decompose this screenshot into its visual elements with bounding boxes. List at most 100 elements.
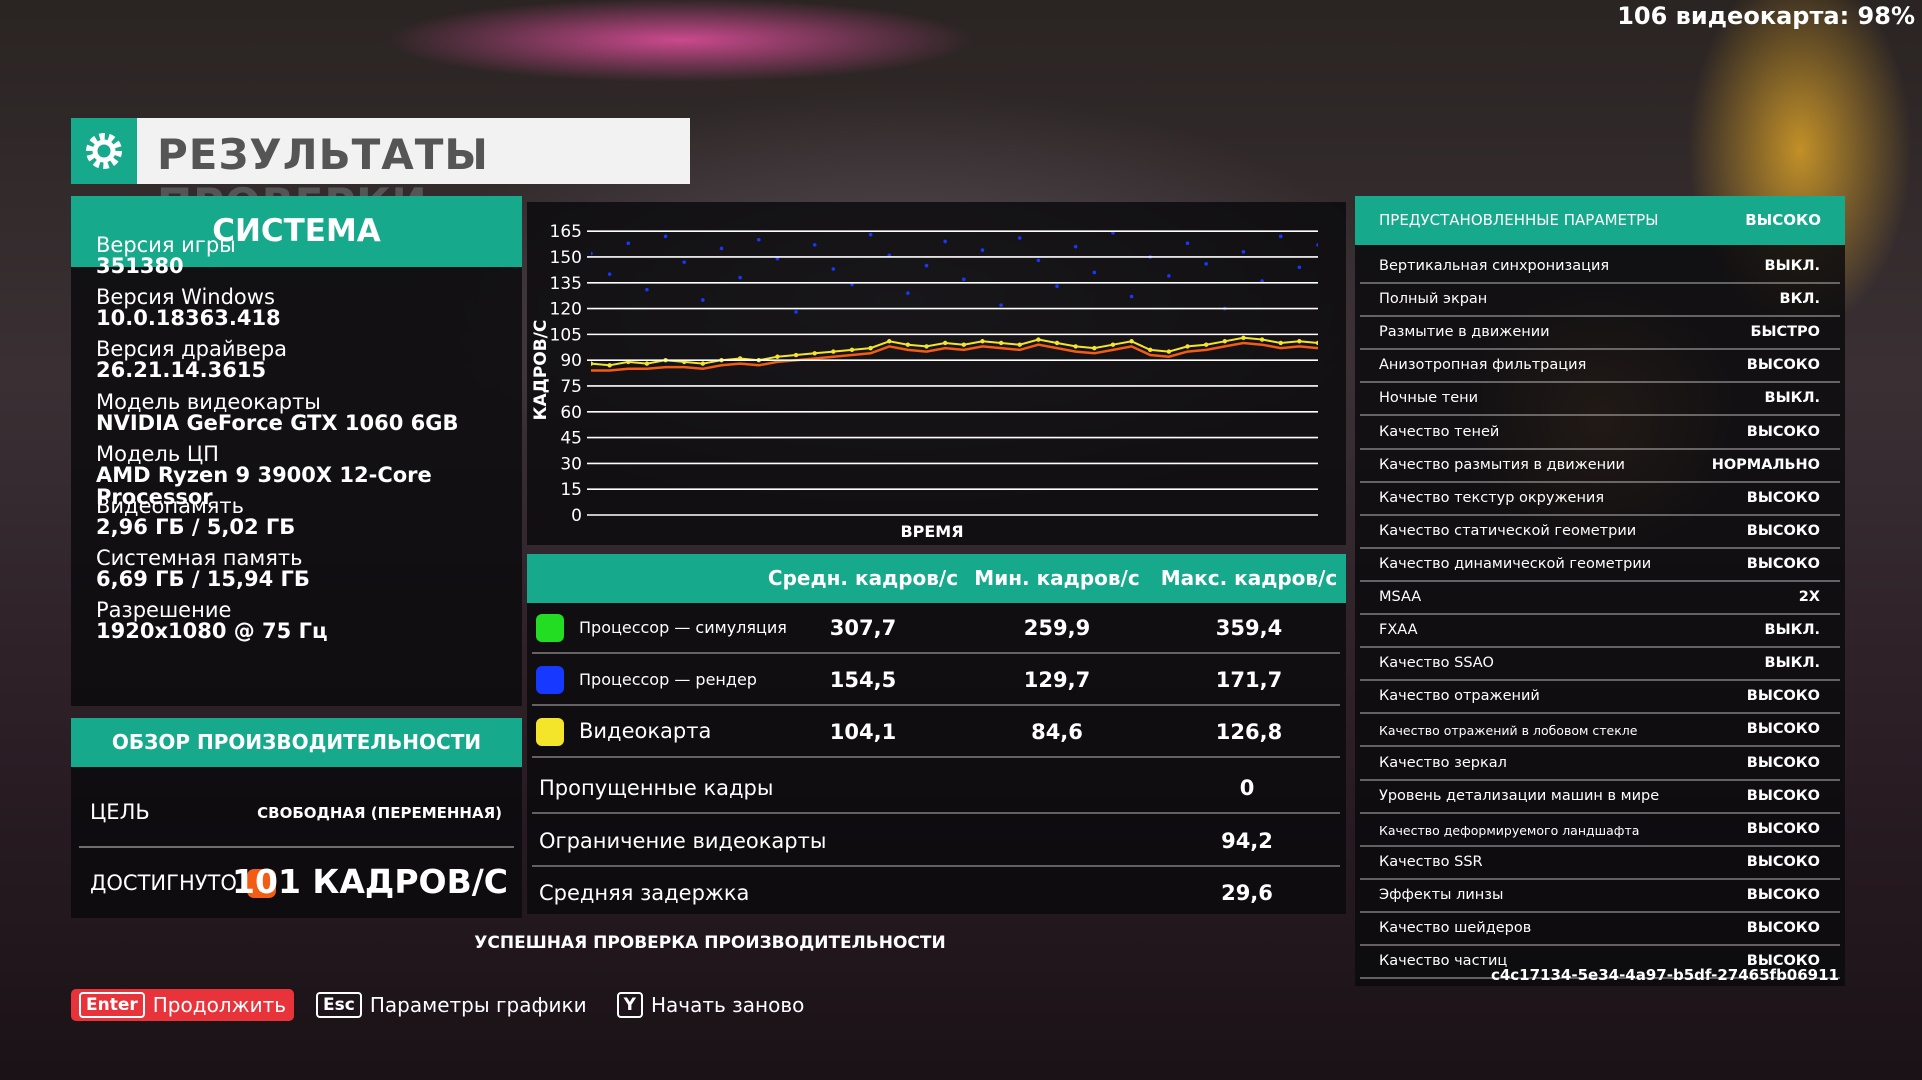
setting-value: ВЫСОКО: [1746, 357, 1820, 374]
setting-row: Качество отражений ВЫСОКО: [1360, 681, 1840, 715]
system-value: AMD Ryzen 9 3900X 12-Core Processor: [96, 462, 432, 509]
button[interactable]: Enter Продолжить: [71, 989, 295, 1021]
setting-row: Качество статической геометрии ВЫСОКО: [1360, 516, 1840, 549]
button-label: Продолжить: [152, 993, 287, 1017]
chart-panel: [527, 202, 1346, 545]
point: [682, 260, 687, 264]
setting-row: MSAA 2X: [1360, 582, 1840, 615]
setting-row: Качество шейдеров ВЫСОКО: [1360, 913, 1840, 946]
system-value: NVIDIA GeForce GTX 1060 6GB: [96, 410, 459, 435]
y-tick-label: 120: [550, 300, 582, 320]
point: [756, 237, 761, 242]
y-tick-label: 165: [550, 222, 582, 242]
system-label: Модель ЦП: [96, 441, 219, 466]
stats-panel: [527, 554, 1346, 914]
series-line: [591, 0, 1318, 6]
point: [1315, 340, 1318, 346]
point: [1166, 349, 1172, 354]
system-label: Разрешение: [96, 598, 232, 623]
point: [644, 361, 650, 366]
y-tick-label: 15: [560, 480, 582, 500]
x-axis-label: ВРЕМЯ: [900, 522, 963, 541]
setting-row: Качество SSAO ВЫКЛ.: [1360, 648, 1840, 682]
row-divider: [532, 704, 1340, 706]
preset-value: ВЫСОКО: [1745, 211, 1821, 229]
button-key: Y: [616, 992, 643, 1018]
point: [626, 241, 631, 246]
series-name: Процессор — симуляция: [579, 618, 787, 637]
setting-label: MSAA: [1379, 589, 1422, 605]
setting-label: Уровень детализации машин в мире: [1379, 787, 1660, 804]
extra-value: 0: [1239, 776, 1255, 800]
row-divider: [532, 812, 1340, 814]
setting-value: ВЫКЛ.: [1764, 622, 1820, 639]
settings-header: ПРЕДУСТАНОВЛЕННЫЕ ПАРАМЕТРЫ ВЫСОКО: [1355, 196, 1845, 245]
system-title: СИСТЕМА: [71, 196, 522, 267]
point: [868, 345, 873, 351]
overview-panel: ОБЗОР ПРОИЗВОДИТЕЛЬНОСТИ ЦЕЛЬ СВОБОДНАЯ …: [71, 718, 522, 918]
y-tick-label: 75: [560, 377, 582, 397]
button-key: Enter: [79, 992, 145, 1018]
setting-value: ВЫСОКО: [1746, 953, 1820, 970]
system-label: Версия Windows: [96, 285, 275, 310]
point: [719, 246, 724, 251]
point: [849, 347, 855, 353]
point: [1185, 344, 1190, 349]
setting-value: ВЫСОКО: [1746, 920, 1820, 936]
achieved-value: 101 КАДРОВ/С: [232, 862, 508, 901]
stat-value: 129,7: [1023, 668, 1091, 692]
setting-label: Качество текстур окружения: [1379, 489, 1605, 506]
point: [591, 361, 594, 366]
stat-value: 359,4: [1215, 616, 1283, 640]
setting-value: ВЫСОКО: [1746, 787, 1820, 804]
point: [1278, 340, 1283, 346]
point: [1297, 265, 1302, 270]
setting-row: Эффекты линзы ВЫСОКО: [1360, 880, 1840, 913]
row-divider: [532, 756, 1340, 758]
setting-label: Качество отражений в лобовом стекле: [1379, 723, 1638, 739]
setting-value: 2X: [1798, 589, 1820, 605]
setting-value: ВЫСОКО: [1746, 423, 1820, 440]
y-tick-label: 150: [550, 248, 582, 268]
divider: [79, 846, 514, 848]
series-name: Процессор — рендер: [579, 670, 757, 689]
stat-value: 126,8: [1215, 720, 1283, 744]
overview-title: ОБЗОР ПРОИЗВОДИТЕЛЬНОСТИ: [71, 718, 522, 767]
point: [1036, 258, 1041, 263]
point: [1129, 294, 1134, 299]
system-label: Системная память: [96, 546, 303, 571]
setting-row: Качество SSR ВЫСОКО: [1360, 847, 1840, 880]
point: [1092, 270, 1097, 275]
setting-row: FXAA ВЫКЛ.: [1360, 615, 1840, 649]
point: [999, 303, 1003, 307]
series: [591, 231, 1318, 314]
settings-icon: [71, 118, 137, 184]
y-axis-label: КАДРОВ/С: [531, 320, 551, 421]
point: [998, 340, 1004, 346]
button[interactable]: Esc Параметры графики: [308, 989, 595, 1021]
status: УСПЕШНАЯ ПРОВЕРКА ПРОИЗВОДИТЕЛЬНОСТИ: [474, 933, 946, 953]
y-tick-label: 60: [560, 403, 582, 423]
point: [1203, 342, 1209, 347]
point: [607, 272, 612, 276]
button[interactable]: Y Начать заново: [609, 989, 813, 1021]
session-id: c4c17134-5e34-4a97-b5df-27465fb06911: [1490, 966, 1839, 984]
setting-row: Качество частиц ВЫСОКО: [1360, 946, 1840, 980]
achieved-label: ДОСТИГНУТО: [90, 871, 237, 895]
setting-row: Уровень детализации машин в мире ВЫСОКО: [1360, 781, 1840, 814]
setting-row: Размытие в движении БЫСТРО: [1360, 317, 1840, 351]
setting-label: Качество отражений: [1379, 688, 1540, 705]
point: [1017, 342, 1022, 347]
setting-label: Качество частиц: [1379, 953, 1508, 970]
point: [1297, 339, 1302, 344]
button-label: Параметры графики: [369, 993, 587, 1017]
point: [700, 361, 706, 366]
y-tick-label: 30: [560, 454, 582, 474]
target-label: ЦЕЛЬ: [90, 800, 150, 824]
point: [1148, 347, 1153, 353]
system-value: 26.21.14.3615: [96, 358, 267, 383]
extra-label: Ограничение видеокарты: [539, 828, 827, 853]
system-value: 351380: [96, 254, 184, 278]
column-header: Средн. кадров/с: [767, 566, 959, 590]
